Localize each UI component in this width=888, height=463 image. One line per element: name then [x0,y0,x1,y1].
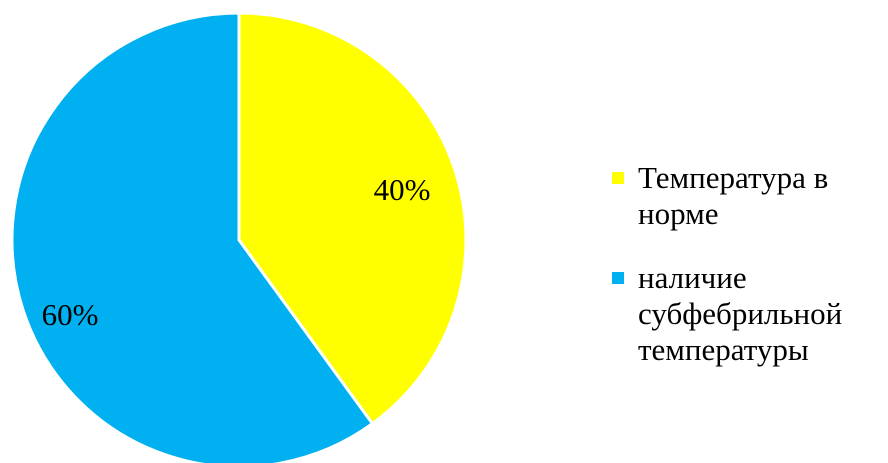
legend-swatch-yellow [612,172,624,184]
pie-slice-1 [237,11,468,426]
legend-swatch-blue [612,272,624,284]
pie-data-label-2: 60% [42,297,99,332]
legend: Температура в норме наличие субфебрильно… [612,160,882,396]
pie-slice-2 [10,11,375,463]
pie-slices [10,11,468,463]
pie-data-labels: 40% 60% [42,172,431,332]
legend-item-subfebrile-temperature: наличие субфебрильной температуры [612,260,882,368]
pie-data-label-1: 40% [374,172,431,207]
legend-label: наличие субфебрильной температуры [638,260,843,367]
legend-item-normal-temperature: Температура в норме [612,160,882,232]
legend-label: Температура в норме [638,160,829,231]
pie-chart: 40% 60% [10,11,468,463]
